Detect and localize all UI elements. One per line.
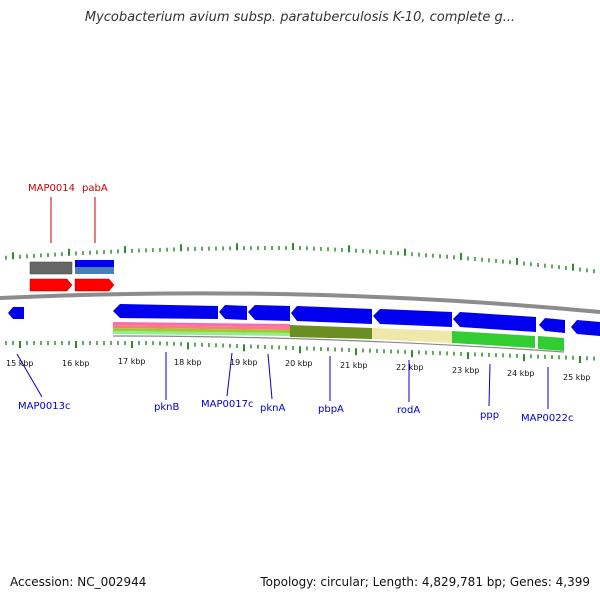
- kbp-label: 21 kbp: [340, 361, 368, 370]
- topology-stats-text: Topology: circular; Length: 4,829,781 bp…: [260, 575, 590, 589]
- pink-track: [113, 322, 290, 327]
- green-track-1: [452, 331, 535, 348]
- reverse-gene-next[interactable]: [571, 320, 600, 336]
- lower-backbone-edge: [112, 335, 565, 353]
- label-leader: [16, 353, 43, 398]
- gene-label-MAP0017c[interactable]: MAP0017c: [201, 399, 253, 410]
- kbp-ruler-labels: 15 kbp 16 kbp 17 kbp 18 kbp 19 kbp 20 kb…: [6, 357, 591, 382]
- lightgreen-track: [113, 331, 290, 336]
- gene-label-MAP0014[interactable]: MAP0014: [28, 183, 75, 194]
- kbp-label: 22 kbp: [396, 363, 424, 372]
- kbp-label: 17 kbp: [118, 357, 146, 366]
- label-leader: [267, 353, 273, 400]
- gene-label-MAP0022c[interactable]: MAP0022c: [521, 413, 573, 424]
- kbp-label: 24 kbp: [507, 369, 535, 378]
- reverse-gene-pbpA[interactable]: [291, 306, 372, 324]
- gene-label-pknA[interactable]: pknA: [260, 403, 285, 414]
- salmon-track: [113, 325, 290, 330]
- genome-backbone: [0, 291, 600, 314]
- forward-gene-pabA[interactable]: [74, 278, 115, 292]
- blue-feature-box[interactable]: [75, 260, 114, 267]
- yellow-green-track: [113, 328, 290, 333]
- reverse-gene-ppp[interactable]: [453, 312, 536, 332]
- kbp-label: 20 kbp: [285, 359, 313, 368]
- map-title: Mycobacterium avium subsp. paratuberculo…: [84, 10, 516, 25]
- gene-label-pabA[interactable]: pabA: [82, 183, 108, 194]
- reverse-gene-MAP0017c[interactable]: [219, 305, 247, 320]
- gene-label-MAP0013c[interactable]: MAP0013c: [18, 401, 70, 412]
- accession-text: Accession: NC_002944: [10, 575, 147, 589]
- kbp-label: 16 kbp: [62, 359, 90, 368]
- gene-label-pbpA[interactable]: pbpA: [318, 404, 344, 415]
- kbp-label: 15 kbp: [6, 359, 34, 368]
- kbp-label: 19 kbp: [230, 358, 258, 367]
- gene-label-rodA[interactable]: rodA: [397, 405, 420, 416]
- gene-label-pknB[interactable]: pknB: [154, 402, 179, 413]
- reverse-gene-MAP0022c[interactable]: [539, 318, 565, 333]
- reverse-gene-rodA[interactable]: [373, 309, 452, 327]
- outer-tick-ring: [5, 243, 595, 274]
- reverse-gene-track: [8, 304, 600, 336]
- olive-track: [290, 325, 372, 339]
- steelblue-feature-box[interactable]: [75, 267, 114, 274]
- label-leader: [488, 363, 491, 407]
- reverse-gene-pknB[interactable]: [113, 304, 218, 319]
- kbp-label: 23 kbp: [452, 366, 480, 375]
- kbp-label: 25 kbp: [563, 373, 591, 382]
- khaki-track: [372, 328, 452, 343]
- reverse-gene-MAP0013c[interactable]: [8, 307, 24, 319]
- forward-gene-tracks: [29, 260, 115, 292]
- reverse-gene-pknA[interactable]: [248, 305, 290, 321]
- inner-tick-ring: [5, 341, 595, 364]
- feature-color-tracks: [112, 322, 565, 353]
- label-leader: [226, 352, 233, 397]
- green-track-2: [538, 336, 564, 351]
- gene-label-ppp[interactable]: ppp: [480, 410, 499, 421]
- gray-feature-box[interactable]: [29, 261, 73, 275]
- kbp-label: 18 kbp: [174, 358, 202, 367]
- forward-gene-labels: MAP0014 pabA: [28, 183, 108, 243]
- reverse-gene-labels: MAP0013c pknB MAP0017c pknA pbpA rodA pp…: [16, 352, 573, 424]
- forward-gene-MAP0014[interactable]: [29, 278, 73, 292]
